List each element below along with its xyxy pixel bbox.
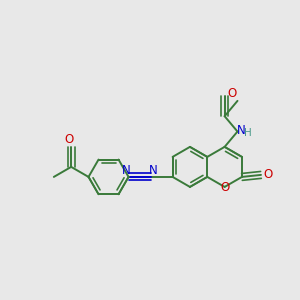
Text: N: N: [122, 164, 130, 177]
Text: O: O: [227, 87, 236, 101]
Text: H: H: [244, 128, 252, 138]
Text: O: O: [64, 134, 74, 146]
Text: N: N: [237, 124, 246, 136]
Text: O: O: [263, 168, 272, 182]
Text: N: N: [148, 164, 157, 177]
Text: O: O: [220, 181, 229, 194]
